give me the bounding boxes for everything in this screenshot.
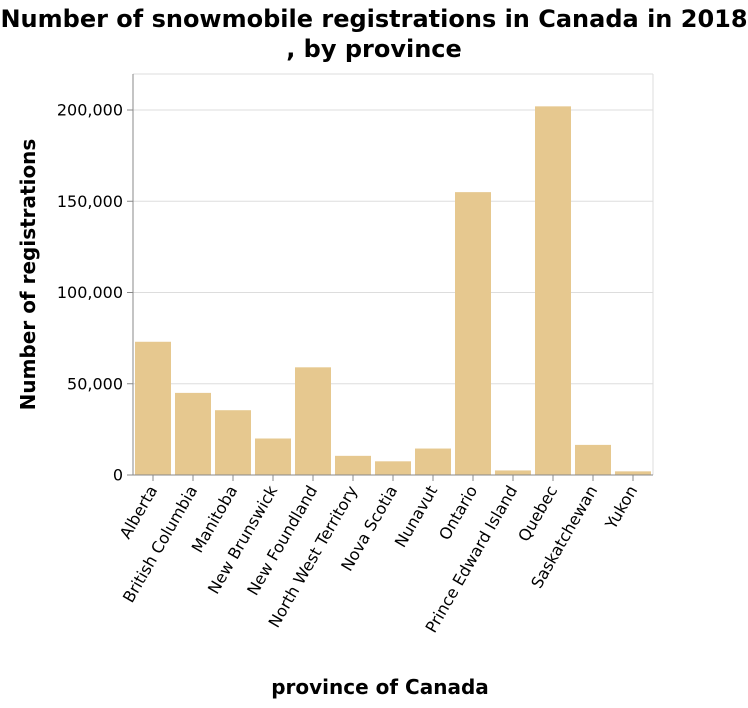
bar xyxy=(335,455,371,475)
bar xyxy=(135,341,171,475)
bar xyxy=(375,461,411,475)
bars xyxy=(135,106,651,476)
x-axis-title: province of Canada xyxy=(271,675,489,699)
x-tick-label: Yukon xyxy=(601,482,641,533)
bar xyxy=(295,367,331,475)
bar xyxy=(415,448,451,475)
bar xyxy=(535,106,571,475)
bar xyxy=(175,392,211,476)
bar xyxy=(495,470,531,475)
y-tick-label: 50,000 xyxy=(67,374,123,393)
bar xyxy=(575,444,611,475)
y-axis-title: Number of registrations xyxy=(16,139,40,411)
y-tick-label: 200,000 xyxy=(57,101,123,120)
chart-title: Number of snowmobile registrations in Ca… xyxy=(0,5,748,63)
y-tick-label: 0 xyxy=(113,466,123,485)
y-axis-ticks: 0 50,000 100,000 150,000 200,000 xyxy=(57,101,133,485)
bar xyxy=(455,192,491,476)
bar xyxy=(615,471,651,475)
y-tick-label: 100,000 xyxy=(57,283,123,302)
bar xyxy=(255,438,291,475)
bar xyxy=(215,410,251,475)
y-tick-label: 150,000 xyxy=(57,192,123,211)
